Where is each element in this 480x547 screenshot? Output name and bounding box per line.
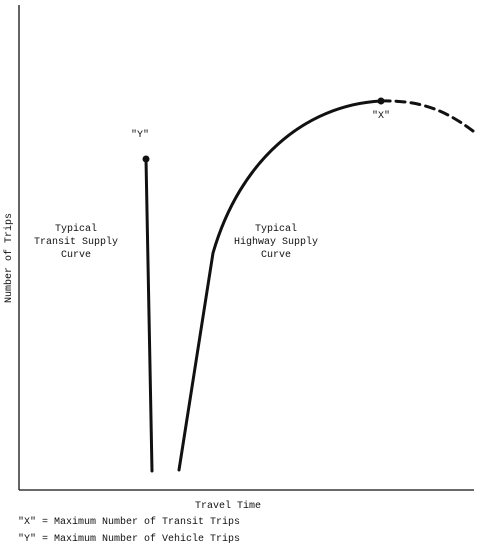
transit-label-line2: Transit Supply [34,236,118,248]
transit-label-line3: Curve [61,250,91,261]
transit-supply-curve [144,157,154,473]
legend-y-note: "Y" = Maximum Number of Vehicle Trips [18,534,241,545]
point-x-label: "X" [372,110,390,122]
point-y-label: "Y" [131,129,149,141]
transit-label-line1: Typical [55,223,97,235]
x-axis-label: Travel Time [195,500,261,512]
highway-label-line1: Typical [255,223,297,235]
point-y-marker [142,155,150,163]
legend-x-note: "X" = Maximum Number of Transit Trips [18,517,241,528]
highway-label-line3: Curve [261,250,291,261]
highway-label-line2: Highway Supply [234,236,318,248]
highway-supply-curve [177,99,383,472]
highway-supply-curve-extension [379,99,475,133]
point-x-marker [377,97,385,105]
y-axis-label: Number of Trips [3,213,15,303]
